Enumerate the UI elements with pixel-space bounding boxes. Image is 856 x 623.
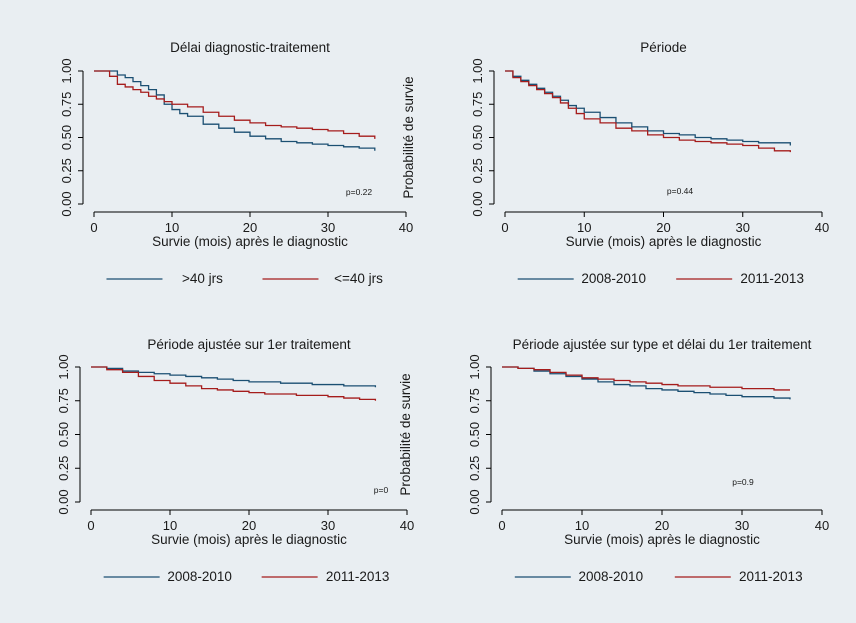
chart-panel-4: Période ajustée sur type et délai du 1er…: [398, 337, 829, 584]
y-tick-label: 0.75: [56, 388, 71, 413]
x-axis-label: Survie (mois) après le diagnostic: [152, 234, 348, 249]
p-value-annotation: p=0.22: [346, 187, 373, 197]
y-tick-label: 0.50: [467, 422, 482, 447]
legend-label-2: 2011-2013: [326, 569, 390, 584]
y-tick-label: 1.00: [467, 354, 482, 379]
x-tick-label: 0: [501, 220, 508, 235]
series-line-1: [91, 366, 377, 388]
x-tick-label: 0: [87, 518, 94, 533]
chart-panel-2: Période 0 10 20 30 40 0.00 0.25 0.50 0.75 1.00 Surv…: [401, 40, 829, 286]
y-tick-label: 0.50: [59, 125, 74, 150]
x-tick-label: 40: [399, 220, 413, 235]
y-tick-label: 1.00: [470, 58, 485, 83]
y-tick-label: 0.25: [467, 456, 482, 481]
chart-title: Période ajustée sur 1er traitement: [147, 337, 351, 352]
legend: 2008-2010 2011-2013: [514, 569, 803, 584]
p-value-annotation: p=0.44: [667, 186, 694, 196]
chart-panel-3: Période ajustée sur 1er traitement 0 10 20 3…: [56, 337, 414, 584]
y-tick-label: 0.75: [59, 92, 74, 117]
y-tick-label: 0.25: [470, 158, 485, 183]
x-tick-label: 20: [656, 220, 670, 235]
x-tick-label: 40: [815, 518, 829, 533]
chart-title: Période: [640, 40, 687, 55]
y-tick-label: 1.00: [59, 58, 74, 83]
x-tick-label: 30: [321, 518, 335, 533]
series-line-2: [91, 366, 377, 401]
x-tick-label: 10: [165, 220, 179, 235]
x-axis-label: Survie (mois) après le diagnostic: [564, 532, 760, 547]
y-tick-label: 0.75: [470, 92, 485, 117]
x-axis-label: Survie (mois) après le diagnostic: [566, 234, 762, 249]
x-tick-label: 40: [815, 220, 829, 235]
x-tick-label: 10: [163, 518, 177, 533]
y-tick-label: 0.00: [467, 489, 482, 514]
y-tick-label: 0.75: [467, 388, 482, 413]
legend-label-2: <=40 jrs: [334, 271, 383, 286]
legend-label-1: 2008-2010: [581, 271, 646, 286]
legend: 2008-2010 2011-2013: [103, 569, 390, 584]
x-tick-label: 40: [400, 518, 414, 533]
x-tick-label: 20: [655, 518, 669, 533]
x-tick-label: 10: [577, 220, 591, 235]
y-tick-label: 0.00: [56, 489, 71, 514]
y-axis-label: Probabilité de survie: [401, 76, 416, 198]
x-tick-label: 30: [735, 518, 749, 533]
series-line-1: [94, 70, 376, 151]
x-axis-label: Survie (mois) après le diagnostic: [151, 532, 347, 547]
series-line-2: [505, 70, 791, 153]
x-tick-label: 0: [498, 518, 505, 533]
y-tick-label: 0.50: [470, 125, 485, 150]
chart-title: Période ajustée sur type et délai du 1er…: [513, 337, 812, 352]
legend-label-2: 2011-2013: [739, 569, 803, 584]
x-tick-label: 20: [242, 518, 256, 533]
y-tick-label: 1.00: [56, 354, 71, 379]
series-line-2: [94, 70, 376, 139]
p-value-annotation: p=0: [374, 485, 389, 495]
chart-title: Délai diagnostic-traitement: [170, 40, 330, 55]
legend-label-1: 2008-2010: [579, 569, 644, 584]
y-axis-label: Probabilité de survie: [398, 373, 413, 495]
x-tick-label: 30: [321, 220, 335, 235]
x-tick-label: 0: [90, 220, 97, 235]
y-tick-label: 0.50: [56, 422, 71, 447]
x-tick-label: 20: [243, 220, 257, 235]
legend-label-1: 2008-2010: [167, 569, 232, 584]
legend: 2008-2010 2011-2013: [517, 271, 804, 286]
y-tick-label: 0.00: [470, 191, 485, 216]
series-line-2: [502, 366, 790, 391]
y-tick-label: 0.25: [59, 158, 74, 183]
p-value-annotation: p=0.9: [732, 477, 754, 487]
legend: >40 jrs <=40 jrs: [106, 271, 383, 286]
x-tick-label: 10: [575, 518, 589, 533]
chart-panel-1: Délai diagnostic-traitement 0 10 20 30 40 0.00…: [59, 40, 413, 286]
legend-label-2: 2011-2013: [740, 271, 804, 286]
y-tick-label: 0.00: [59, 191, 74, 216]
figure-panel: [6, 6, 850, 617]
series-line-1: [502, 366, 791, 400]
y-tick-label: 0.25: [56, 456, 71, 481]
legend-label-1: >40 jrs: [182, 271, 223, 286]
x-tick-label: 30: [736, 220, 750, 235]
